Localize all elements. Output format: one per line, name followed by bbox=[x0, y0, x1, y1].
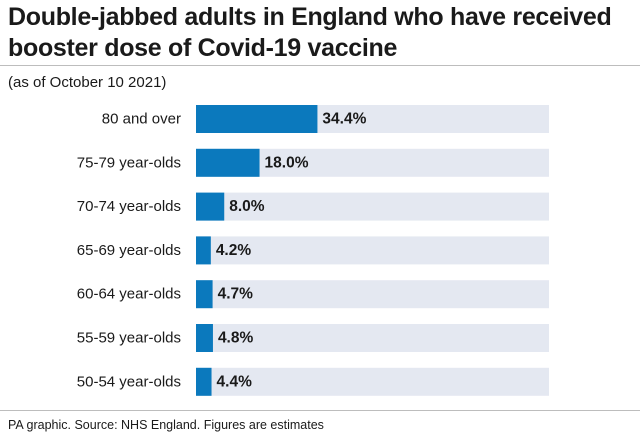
source-footer: PA graphic. Source: NHS England. Figures… bbox=[8, 418, 324, 432]
bar-track bbox=[196, 280, 549, 309]
category-label: 75-79 year-olds bbox=[77, 154, 181, 171]
title-divider bbox=[0, 65, 640, 66]
category-label: 55-59 year-olds bbox=[77, 330, 181, 347]
bar-track bbox=[196, 236, 549, 265]
category-label: 80 and over bbox=[102, 111, 181, 128]
bar bbox=[196, 148, 260, 177]
category-label: 65-69 year-olds bbox=[77, 242, 181, 259]
category-label: 70-74 year-olds bbox=[77, 198, 181, 215]
bar-track bbox=[196, 367, 549, 396]
bar bbox=[196, 192, 225, 221]
value-label: 18.0% bbox=[265, 154, 309, 171]
value-label: 4.2% bbox=[216, 242, 252, 259]
footer-divider bbox=[0, 410, 640, 411]
value-label: 4.8% bbox=[218, 330, 254, 347]
bar bbox=[196, 280, 213, 309]
value-label: 8.0% bbox=[229, 198, 265, 215]
value-label: 4.4% bbox=[217, 373, 253, 390]
bar bbox=[196, 324, 213, 352]
bar-track bbox=[196, 324, 549, 352]
bar-track bbox=[196, 192, 549, 221]
bar bbox=[196, 105, 318, 133]
bar bbox=[196, 367, 212, 396]
chart-subtitle: (as of October 10 2021) bbox=[8, 74, 167, 91]
bar bbox=[196, 236, 211, 265]
category-label: 60-64 year-olds bbox=[77, 286, 181, 303]
value-label: 34.4% bbox=[322, 111, 366, 128]
category-label: 50-54 year-olds bbox=[77, 373, 181, 390]
value-label: 4.7% bbox=[218, 286, 254, 303]
chart-title: Double-jabbed adults in England who have… bbox=[8, 3, 612, 62]
